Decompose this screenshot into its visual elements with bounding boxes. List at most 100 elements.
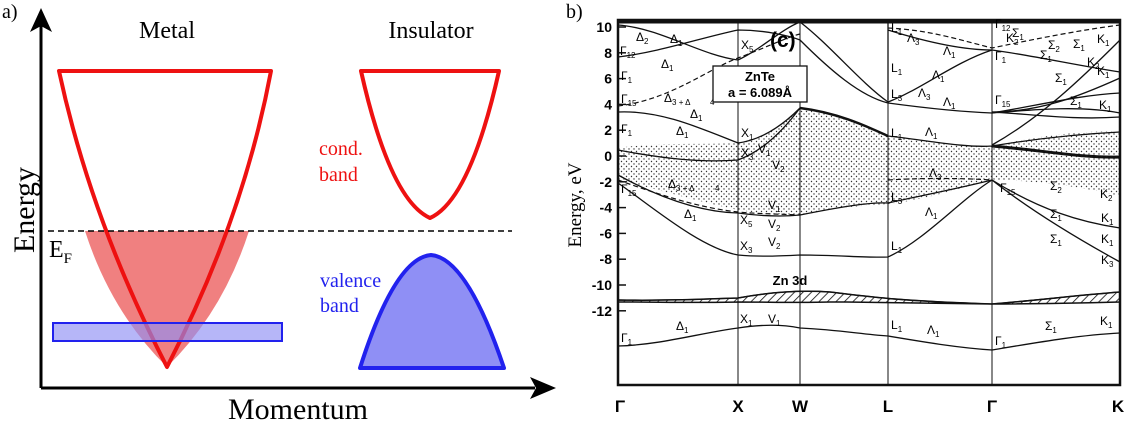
symmetry-label: V2 [768,235,781,251]
momentum-axis-label: Momentum [228,393,368,426]
cond-band-label-line2: band [319,164,358,186]
symmetry-label: X5 [740,213,753,229]
symmetry-label: Γ15 [621,182,637,198]
symmetry-label: Γ15 [1000,181,1016,197]
symmetry-label: K3 [1101,253,1114,269]
y-tick-label: 4 [604,96,612,112]
symmetry-label: Γ1 [995,334,1007,350]
symmetry-label: Σ1 [1070,94,1082,110]
panel-a-label: a) [2,1,18,23]
symmetry-label: X3 [741,146,754,162]
panel-tag: (c) [770,29,796,52]
thick-band-curve-w [799,106,889,138]
symmetry-label: Δ1 [661,57,674,73]
metal-conduction-band [57,69,273,369]
symmetry-label: K2 [1087,55,1100,71]
insulator-valence-band [358,253,506,370]
symmetry-label: Δ2 [636,30,649,46]
insulator-title: Insulator [388,18,473,44]
symmetry-label: L3 [891,190,903,206]
symmetry-label: K1 [1101,232,1114,248]
metal-filled-states [85,231,249,367]
y-tick-label: -2 [600,174,613,190]
y-tick-label: 10 [596,19,612,35]
symmetry-label: Γ1 [621,69,633,85]
symmetry-label: V1 [758,142,771,158]
energy-axis-arrow [30,8,52,32]
symmetry-label: Δ1 [690,107,703,123]
symmetry-label: Σ1 [1045,319,1057,335]
symmetry-label: K2 [1100,187,1113,203]
symmetry-label: Δ3 + Δ [664,91,691,107]
symmetry-label: X1 [740,312,753,328]
symmetry-label: V2 [768,217,781,233]
symmetry-label: Δ3 + Δ [668,177,695,193]
valence-band-label-line2: band [320,295,359,317]
y-tick-label: -10 [592,277,612,293]
symmetry-label: Δ1 [676,319,689,335]
momentum-axis-arrow [530,377,556,399]
symmetry-label: K1 [1099,98,1112,114]
symmetry-label: X5 [741,38,754,54]
material-name: ZnTe [745,69,775,84]
symmetry-label: K1 [1101,211,1114,227]
symmetry-label: Δ1 [684,207,697,223]
symmetry-label: Λ3 [918,86,931,102]
y-axis-ticks: 10 8 6 4 2 0 -2 -4 -6 -8 -10 -12 [592,19,626,319]
symmetry-label: Σ1 [1040,48,1052,64]
symmetry-label: L1 [891,318,903,334]
symmetry-label: Γ1 [621,331,633,347]
symmetry-label: 4 [715,184,720,193]
symmetry-label: V1 [768,312,781,328]
symmetry-label: K2 [1006,31,1019,47]
symmetry-label: Σ1 [1073,37,1085,53]
symmetry-label: L1 [891,126,903,142]
symmetry-label: Γ15 [621,92,637,108]
symmetry-label: Γ12 [620,44,636,60]
symmetry-label: K1 [1097,32,1110,48]
plot-frame [616,18,1122,387]
fermi-level-label: EF [49,237,72,267]
thick-band-curve [991,144,1121,159]
y-tick-label: 2 [604,122,612,138]
energy-axis-label: Energy [8,167,41,253]
symmetry-label: Σ1 [1050,232,1062,248]
symmetry-label: K1 [1100,314,1113,330]
symmetry-label: Λ1 [932,68,945,84]
panel-b: b) Energy, eV [565,1,1125,416]
energy-ev-axis-label: Energy, eV [565,162,586,247]
k-point-label: X [732,397,744,416]
symmetry-label: Δ1 [670,32,683,48]
symmetry-label: Σ1 [1050,207,1062,223]
symmetry-label: Λ1 [943,95,956,111]
symmetry-label: Δ1 [676,124,689,140]
panel-b-label: b) [566,1,583,23]
valence-band-label-line1: valence [320,270,381,292]
symmetry-label: V1 [768,198,781,214]
k-point-label: K [1112,397,1125,416]
symmetry-label: Λ1 [925,125,938,141]
symmetry-label: Γ1 [621,122,633,138]
y-tick-label: -4 [600,200,613,216]
y-tick-label: 8 [604,45,612,61]
symmetry-label: Σ1 [1055,71,1067,87]
symmetry-label: Σ2 [1050,179,1062,195]
symmetry-label: X1 [741,126,754,142]
symmetry-label: Γ12 [995,17,1011,33]
symmetry-label: Γ1 [995,49,1007,65]
material-info-box [712,65,808,103]
y-tick-label: -12 [592,303,612,319]
y-tick-label: 0 [604,148,612,164]
symmetry-label: L1 [891,61,903,77]
k-point-label: L [883,397,893,416]
symmetry-label: L1 [891,21,903,37]
cond-band-label-line1: cond. [319,138,363,160]
lattice-constant: a = 6.089Å [728,85,793,100]
metal-title: Metal [139,18,195,44]
y-tick-label: -8 [600,251,613,267]
zn-3d-band-shading [617,290,1121,305]
symmetry-label: X3 [740,239,753,255]
symmetry-label: Λ1 [925,205,938,221]
k-point-label: W [792,397,809,416]
